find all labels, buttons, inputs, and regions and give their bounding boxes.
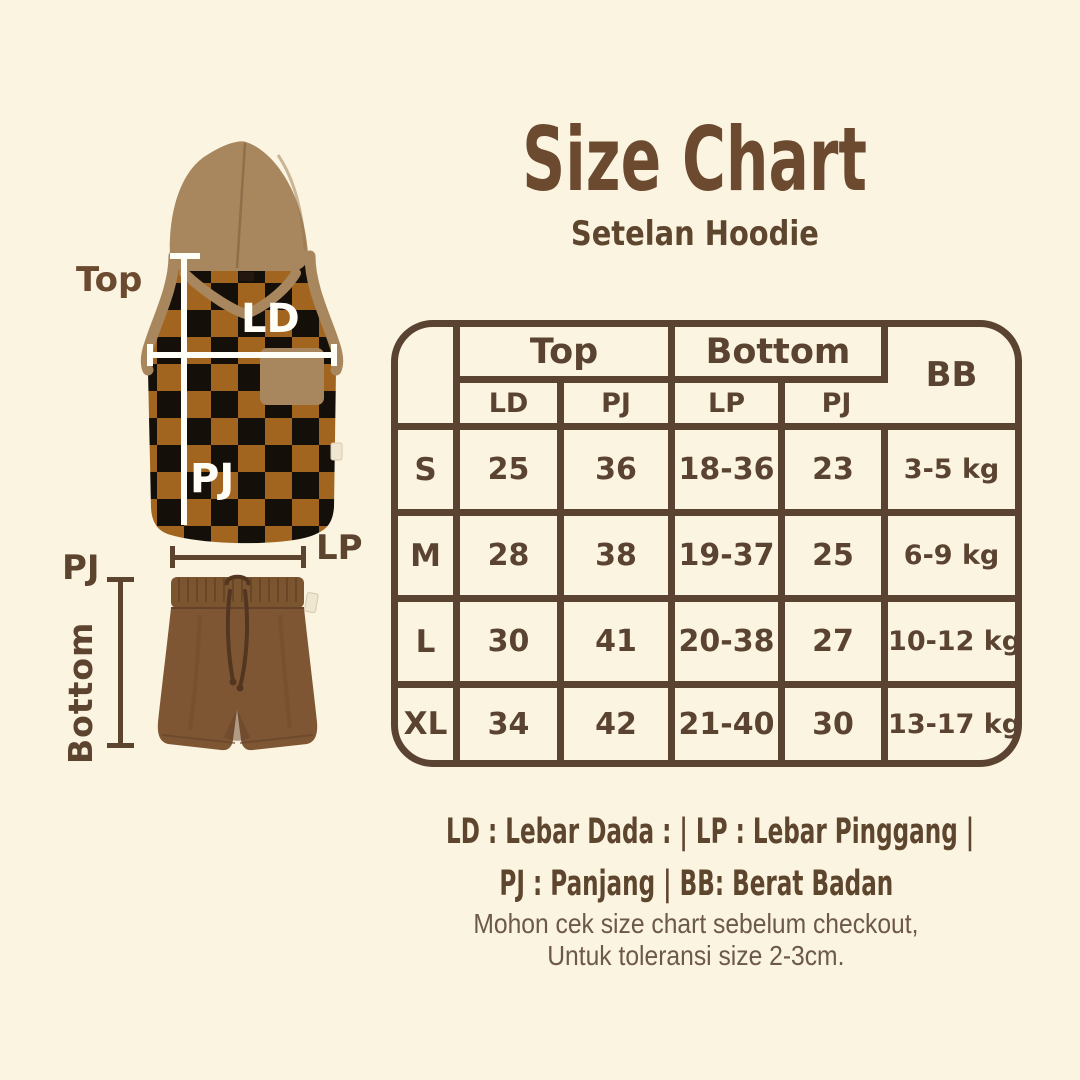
value-cell: 28: [460, 516, 564, 602]
table-row-xl: XL 34 42 21-40 30 13-17 kg: [398, 688, 1022, 760]
value-cell: 21-40: [675, 688, 786, 760]
bottom-section-label: Bottom: [61, 621, 100, 764]
hoodie-vest-illustration: [140, 141, 344, 544]
garment-illustration: [107, 141, 344, 751]
page-subtitle: Setelan Hoodie: [370, 214, 1020, 254]
shorts-length-pj-label: PJ: [62, 548, 100, 588]
size-cell-l: L: [398, 602, 460, 688]
size-cell-s: S: [398, 430, 460, 516]
weight-cell: 3-5 kg: [888, 430, 1016, 516]
column-header-bottom-lp: LP: [675, 383, 786, 430]
value-cell: 41: [564, 602, 676, 688]
weight-cell: 6-9 kg: [888, 516, 1016, 602]
table-row-m: M 28 38 19-37 25 6-9 kg: [398, 516, 1016, 602]
value-cell: 34: [460, 688, 564, 760]
note-line-2: Untuk toleransi size 2-3cm.: [547, 940, 845, 971]
value-cell: 25: [785, 516, 889, 602]
column-header-bottom-pj: PJ: [785, 383, 889, 430]
hoodie-measure-lines: [147, 253, 337, 525]
shorts-waist-lp-label: LP: [316, 528, 363, 568]
value-cell: 25: [460, 430, 564, 516]
value-cell: 30: [785, 688, 889, 760]
shorts-illustration: [107, 546, 319, 751]
measurement-legend: LD : Lebar Dada : | LP : Lebar Pinggang …: [310, 812, 1080, 904]
checkout-note: Mohon cek size chart sebelum checkout, U…: [310, 908, 1080, 972]
page-subtitle-text: Setelan Hoodie: [571, 214, 819, 254]
value-cell: 18-36: [675, 430, 786, 516]
value-cell: 27: [785, 602, 889, 688]
note-line-1: Mohon cek size chart sebelum checkout,: [473, 908, 919, 939]
column-header-top-ld: LD: [460, 383, 564, 430]
value-cell: 36: [564, 430, 676, 516]
table-row-s: S 25 36 18-36 23 3-5 kg: [398, 430, 1016, 516]
size-table-grid: Top Bottom BB LD PJ LP PJ S 25 36 18-36 …: [391, 320, 1023, 767]
size-table: Top Bottom BB LD PJ LP PJ S 25 36 18-36 …: [391, 320, 1023, 767]
hoodie-chest-ld-label: LD: [241, 296, 300, 342]
value-cell: 42: [564, 688, 676, 760]
column-group-bottom: Bottom: [675, 327, 889, 383]
legend-line-1: LD : Lebar Dada : | LP : Lebar Pinggang …: [446, 812, 975, 852]
value-cell: 19-37: [675, 516, 786, 602]
size-table-corner-cell: [398, 327, 460, 430]
page-title-text: Size Chart: [522, 108, 868, 211]
shorts-pj-measure-line: [107, 577, 134, 748]
value-cell: 20-38: [675, 602, 786, 688]
value-cell: 23: [785, 430, 889, 516]
legend-line-2: PJ : Panjang | BB: Berat Badan: [499, 864, 893, 904]
weight-cell: 10-12 kg: [888, 602, 1021, 688]
weight-cell: 13-17 kg: [888, 708, 1022, 740]
page-title: Size Chart: [370, 116, 1020, 204]
value-cell: 38: [564, 516, 676, 602]
column-header-top-pj: PJ: [564, 383, 676, 430]
size-cell-m: M: [398, 516, 460, 602]
column-group-top: Top: [460, 327, 676, 383]
top-section-label: Top: [76, 260, 143, 300]
size-cell-xl: XL: [398, 688, 460, 760]
hoodie-length-pj-label: PJ: [190, 456, 235, 502]
value-cell: 30: [460, 602, 564, 688]
column-header-bb: BB: [888, 327, 1016, 430]
table-row-l: L 30 41 20-38 27 10-12 kg: [398, 602, 1021, 688]
shorts-lp-measure-line: [170, 546, 306, 568]
